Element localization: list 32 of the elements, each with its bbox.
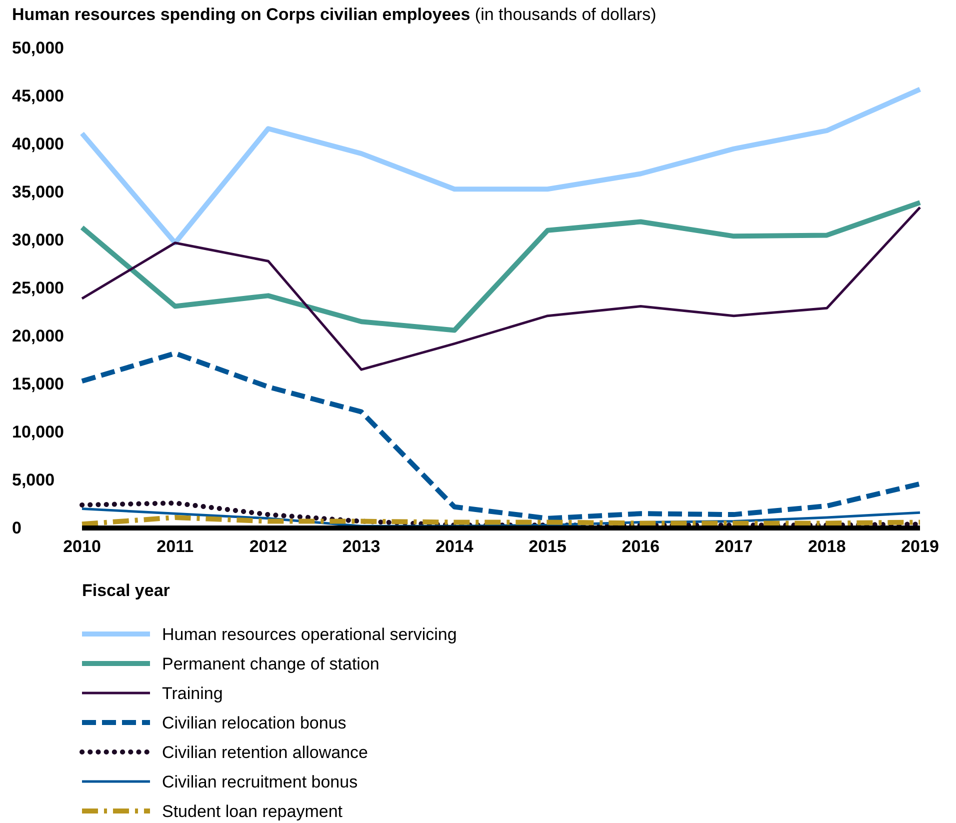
x-tick-label: 2015 — [528, 537, 566, 556]
line-series — [80, 206, 922, 371]
x-tick-label: 2010 — [63, 537, 101, 556]
x-tick-label: 2016 — [622, 537, 660, 556]
legend-label: Training — [162, 684, 223, 703]
y-tick-label: 10,000 — [12, 422, 64, 442]
y-tick-label: 5,000 — [12, 470, 55, 490]
legend-label: Permanent change of station — [162, 654, 380, 674]
x-tick-label: 2014 — [436, 537, 474, 556]
y-tick-label: 25,000 — [12, 278, 64, 298]
y-tick-label: 20,000 — [12, 326, 64, 346]
y-tick-label: 40,000 — [12, 134, 64, 154]
legend-label: Civilian recruitment bonus — [162, 772, 358, 792]
x-tick-label: 2017 — [714, 537, 753, 556]
x-tick-label: 2019 — [901, 537, 939, 556]
x-axis-title: Fiscal year — [82, 581, 170, 600]
x-tick-label: 2018 — [808, 537, 846, 556]
y-tick-label: 35,000 — [12, 182, 64, 202]
y-tick-label: 15,000 — [12, 374, 64, 394]
chart-title: Human resources spending on Corps civilian employees — [12, 5, 470, 24]
y-tick-label: 30,000 — [12, 230, 64, 250]
chart-subtitle: (in thousands of dollars) — [470, 5, 656, 24]
legend-label: Human resources operational servicing — [162, 625, 457, 644]
y-tick-label: 50,000 — [12, 38, 64, 58]
x-tick-label: 2013 — [342, 537, 380, 556]
legend-label: Civilian relocation bonus — [162, 714, 346, 732]
y-tick-label: 0 — [12, 518, 22, 538]
legend-label: Student loan repayment — [162, 802, 343, 821]
y-tick-label: 45,000 — [12, 86, 64, 106]
x-tick-label: 2011 — [156, 537, 194, 556]
x-tick-label: 2012 — [249, 537, 288, 556]
legend-label: Civilian retention allowance — [162, 743, 368, 762]
